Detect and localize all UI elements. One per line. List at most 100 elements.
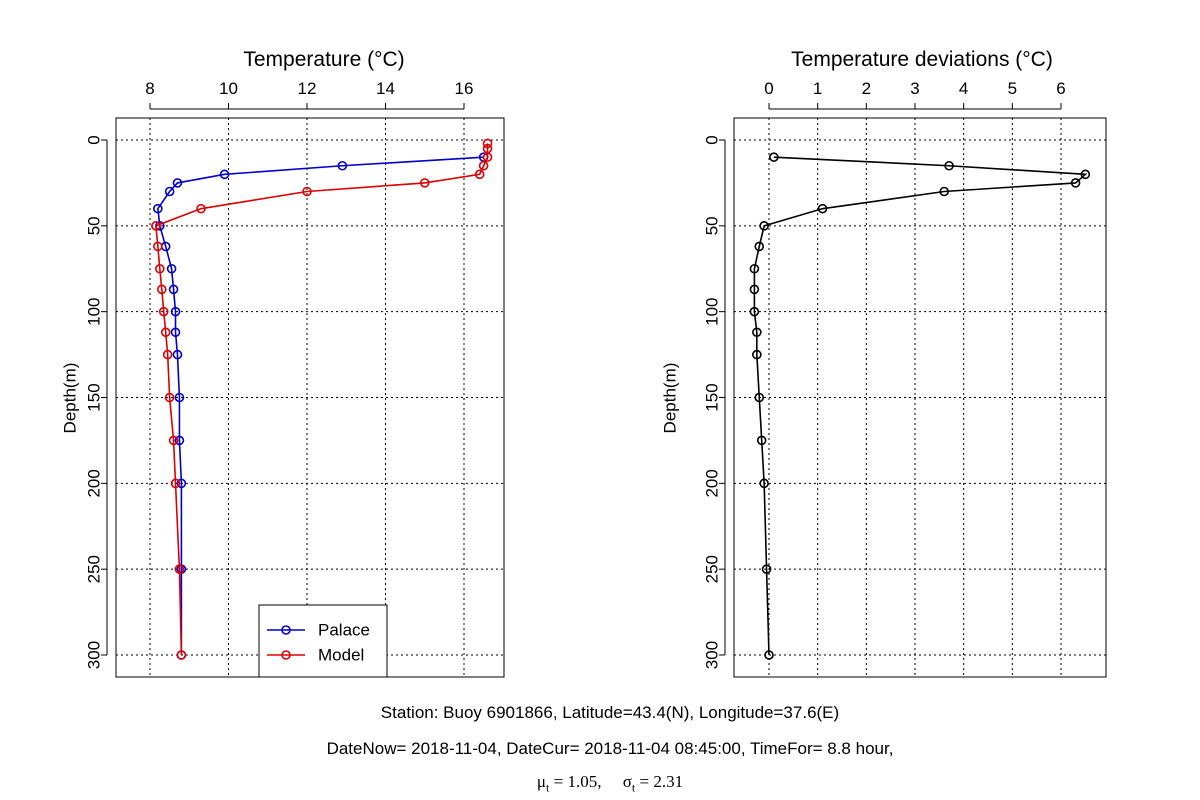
y-tick-label: 0 — [703, 135, 722, 144]
legend-label: Palace — [318, 621, 370, 640]
x-tick-label: 0 — [764, 79, 773, 98]
x-tick-label: 12 — [298, 79, 317, 98]
data-point — [164, 392, 175, 403]
plot-frame — [733, 117, 1107, 678]
data-point — [155, 263, 165, 274]
x-tick-label: 2 — [862, 79, 871, 98]
data-point — [170, 327, 181, 338]
data-point — [166, 263, 177, 274]
y-tick-label: 200 — [703, 469, 722, 497]
legend: Palace Model — [258, 604, 388, 678]
grid-lines — [116, 118, 504, 677]
data-point — [174, 435, 185, 446]
data-point — [482, 152, 493, 162]
panel-2: 0 1 2 3 4 5 6 0 50 100 150 200 250 300 Temperature dev… — [661, 48, 1107, 678]
data-point — [754, 392, 765, 403]
data-point — [160, 327, 171, 338]
data-point — [170, 306, 181, 317]
data-point — [749, 306, 760, 317]
x-tick-label: 14 — [376, 79, 395, 98]
series-deviation — [749, 152, 1091, 660]
data-point — [749, 263, 760, 274]
legend-swatch-marker — [281, 650, 291, 660]
stats-caption: μt = 1.05, σt = 2.31 — [0, 772, 1200, 795]
grid-lines — [734, 118, 1106, 677]
data-point — [756, 435, 767, 446]
data-point — [176, 650, 187, 660]
station-caption: Station: Buoy 6901866, Latitude=43.4(N),… — [380, 703, 840, 722]
data-point — [769, 152, 779, 162]
legend-label: Model — [318, 646, 364, 665]
data-point — [419, 178, 430, 188]
data-point — [172, 349, 183, 360]
data-point — [817, 203, 828, 214]
chart-title: Temperature (°C) — [243, 48, 404, 71]
x-tick-label: 1 — [813, 79, 822, 98]
mu-stat: μt = 1.05, — [536, 772, 602, 795]
data-point — [752, 349, 762, 360]
y-tick-label: 200 — [85, 469, 104, 497]
data-point — [170, 478, 181, 489]
data-point — [754, 241, 765, 252]
x-tick-label: 4 — [959, 79, 968, 98]
data-point — [752, 327, 762, 338]
y-axis-label: Depth(m) — [661, 363, 680, 434]
data-point — [168, 435, 179, 446]
data-point — [196, 203, 206, 214]
chart-title: Temperature deviations (°C) — [791, 48, 1053, 71]
data-point — [164, 186, 175, 197]
data-point — [174, 392, 185, 403]
y-tick-label: 300 — [703, 641, 722, 669]
data-point — [759, 478, 769, 489]
legend-box — [258, 604, 388, 678]
y-tick-label: 250 — [85, 555, 104, 583]
series-line — [753, 156, 1088, 656]
y-axis-label: Depth(m) — [61, 363, 80, 434]
panel-1: 8 10 12 14 16 0 50 100 150 200 250 300 Temperature (… — [61, 48, 505, 678]
data-point — [759, 221, 769, 231]
data-point — [153, 203, 163, 214]
series-line — [155, 143, 489, 656]
data-point — [302, 186, 312, 197]
data-point — [151, 221, 161, 231]
series-line — [157, 156, 484, 655]
data-point — [176, 478, 187, 489]
data-point — [337, 160, 348, 171]
y-tick-label: 0 — [85, 135, 104, 144]
data-point — [1080, 169, 1091, 180]
data-point — [1070, 178, 1081, 188]
y-tick-label: 250 — [703, 555, 722, 583]
data-point — [168, 284, 179, 295]
data-point — [944, 160, 954, 171]
data-point — [482, 138, 493, 149]
data-point — [474, 169, 485, 180]
data-point — [153, 241, 163, 252]
data-point — [219, 169, 230, 180]
x-tick-label: 6 — [1056, 79, 1065, 98]
data-point — [174, 564, 185, 574]
x-tick-label: 5 — [1008, 79, 1017, 98]
data-point — [761, 564, 772, 574]
data-point — [156, 284, 167, 295]
data-point — [749, 284, 760, 295]
x-tick-label: 10 — [219, 79, 238, 98]
y-tick-label: 50 — [85, 216, 104, 235]
sigma-stat: σt = 2.31 — [622, 772, 684, 795]
x-tick-label: 8 — [145, 79, 154, 98]
x-tick-label: 3 — [910, 79, 919, 98]
dates-caption: DateNow= 2018-11-04, DateCur= 2018-11-04… — [326, 739, 894, 758]
data-point — [172, 178, 183, 188]
y-tick-label: 50 — [703, 216, 722, 235]
series-palace — [153, 152, 489, 660]
y-tick-label: 100 — [85, 297, 104, 325]
y-tick-label: 150 — [703, 383, 722, 411]
data-point — [162, 349, 173, 360]
y-tick-label: 150 — [85, 383, 104, 411]
data-point — [478, 160, 489, 171]
series-model — [151, 138, 493, 660]
data-point — [764, 650, 774, 660]
x-tick-label: 16 — [455, 79, 474, 98]
data-point — [158, 306, 169, 317]
y-tick-label: 100 — [703, 297, 722, 325]
